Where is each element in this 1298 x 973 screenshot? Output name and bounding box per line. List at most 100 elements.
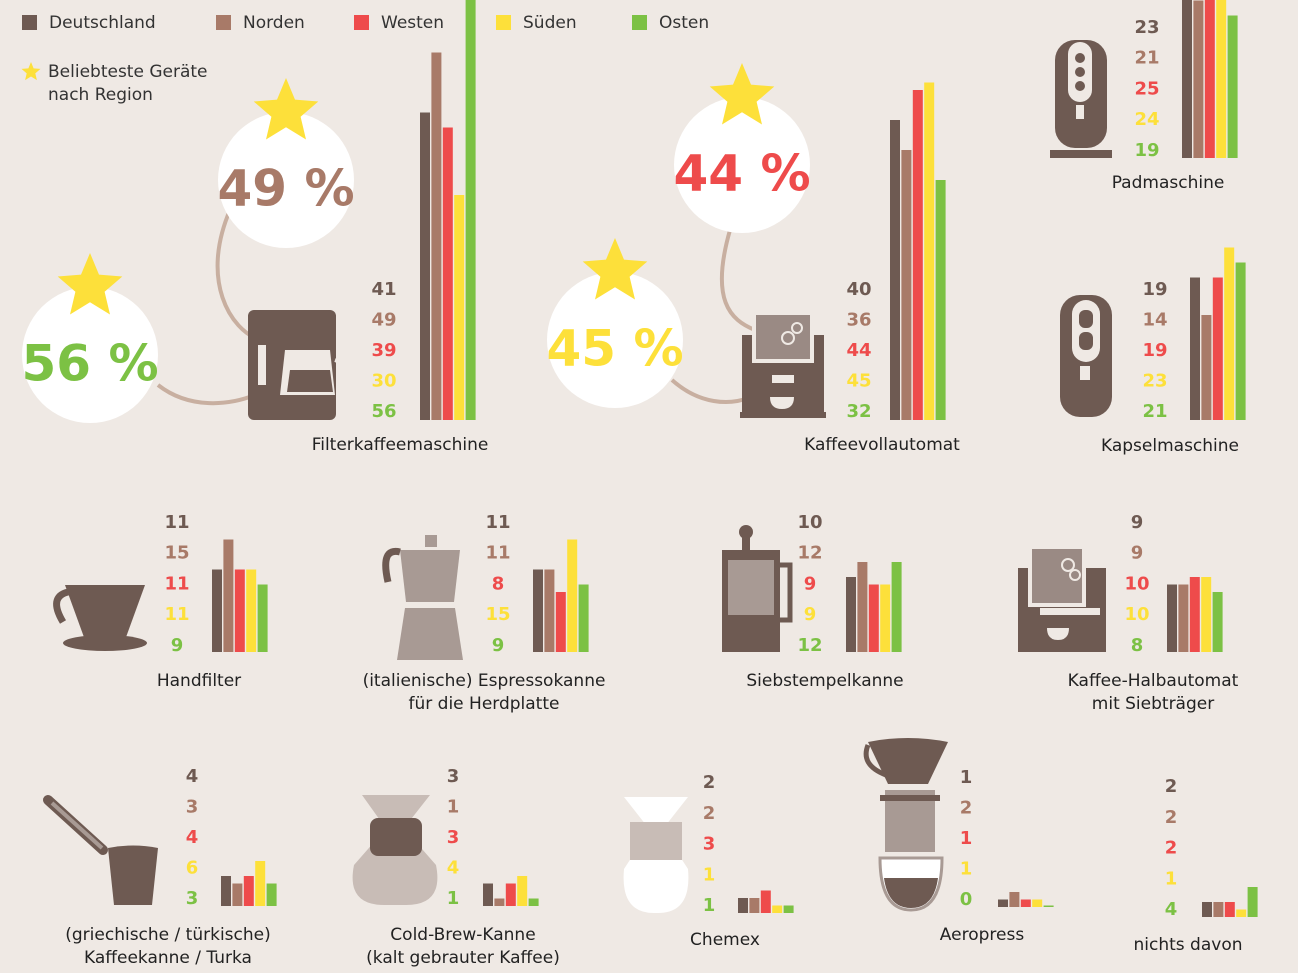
- bar: [1189, 577, 1200, 652]
- bar: [1216, 0, 1227, 158]
- highlight-circle: [218, 112, 354, 248]
- bar: [266, 883, 277, 906]
- value-label: 2: [1165, 838, 1178, 859]
- bar: [1224, 902, 1235, 917]
- bar: [1213, 902, 1224, 917]
- bar: [1182, 0, 1192, 158]
- highlight-label: 56 %: [21, 335, 158, 393]
- highlight-label: 49 %: [217, 160, 354, 218]
- value-label: 9: [1131, 543, 1144, 564]
- bar: [1201, 577, 1212, 652]
- value-label: 40: [846, 279, 871, 300]
- bar: [528, 898, 539, 906]
- bar: [912, 90, 923, 420]
- chart-title: Aeropress: [939, 925, 1025, 945]
- highlight-star: [253, 78, 319, 140]
- bar: [1202, 902, 1212, 917]
- highlight-circle: [674, 97, 810, 233]
- bar: [1212, 277, 1223, 420]
- chart-title: Cold-Brew-Kanne (kalt gebrauter Kaffee): [366, 925, 560, 968]
- value-label: 4: [186, 766, 199, 787]
- chart-title: (griechische / türkische) Kaffeekanne / …: [65, 925, 271, 968]
- legend-star: [21, 62, 41, 81]
- icon-full-automatic: [740, 311, 826, 418]
- value-label: 9: [804, 604, 817, 625]
- value-label: 3: [447, 766, 460, 787]
- chart-title: Kapselmaschine: [1100, 436, 1240, 456]
- bar: [431, 52, 442, 420]
- value-label: 12: [797, 635, 822, 656]
- bar: [494, 898, 505, 906]
- bar: [1167, 584, 1177, 652]
- value-label: 11: [485, 543, 510, 564]
- legend-note: Beliebteste Geräte nach Region: [48, 62, 208, 105]
- bar: [998, 899, 1008, 907]
- bar: [243, 876, 254, 906]
- value-label: 41: [371, 279, 396, 300]
- highlight-star: [582, 238, 648, 300]
- legend-label: Deutschland: [49, 13, 156, 33]
- bar: [749, 898, 760, 913]
- value-label: 23: [1142, 371, 1167, 392]
- bar: [255, 861, 266, 906]
- bar: [1020, 899, 1031, 907]
- value-label: 19: [1134, 140, 1159, 161]
- bar: [1193, 0, 1204, 158]
- bar: [1043, 905, 1054, 907]
- value-label: 11: [164, 573, 189, 594]
- value-label: 2: [1165, 807, 1178, 828]
- value-label: 0: [960, 889, 973, 910]
- bar: [857, 562, 868, 652]
- bar: [1032, 899, 1043, 907]
- value-label: 2: [960, 798, 973, 819]
- bar: [891, 562, 902, 652]
- icon-hand-filter: [53, 585, 147, 651]
- bar: [783, 905, 794, 913]
- value-label: 3: [703, 834, 716, 855]
- chart-title: (italienische) Espressokanne für die Her…: [362, 671, 606, 714]
- bar: [1009, 892, 1020, 907]
- value-label: 2: [703, 772, 716, 793]
- value-label: 11: [164, 512, 189, 533]
- bar: [246, 569, 257, 652]
- icon-pad-machine: [1050, 40, 1112, 158]
- bar: [1235, 262, 1246, 420]
- connector: [670, 378, 749, 404]
- highlight-circle: [22, 287, 158, 423]
- value-label: 1: [447, 797, 460, 818]
- bar: [1236, 909, 1247, 917]
- value-label: 21: [1142, 401, 1167, 422]
- legend-label: Westen: [381, 13, 444, 33]
- value-label: 1: [960, 859, 973, 880]
- legend-swatch: [496, 15, 511, 30]
- bar: [232, 883, 243, 906]
- value-label: 44: [846, 340, 871, 361]
- value-label: 19: [1142, 340, 1167, 361]
- legend-swatch: [22, 15, 37, 30]
- value-label: 25: [1134, 78, 1159, 99]
- icon-filter-machine: [248, 310, 349, 420]
- bar: [901, 150, 912, 420]
- value-label: 19: [1142, 279, 1167, 300]
- legend-swatch: [632, 15, 647, 30]
- bar: [738, 898, 748, 913]
- value-label: 10: [797, 512, 822, 533]
- bar: [212, 569, 222, 652]
- bar: [567, 539, 578, 652]
- chart-title: Siebstempelkanne: [746, 671, 904, 691]
- icon-turka: [43, 795, 158, 905]
- bar: [465, 0, 476, 420]
- chart-title: nichts davon: [1133, 935, 1243, 955]
- value-label: 32: [846, 401, 871, 422]
- bar: [578, 584, 589, 652]
- icon-cold-brew: [352, 795, 438, 905]
- value-label: 14: [1142, 310, 1167, 331]
- value-label: 1: [703, 864, 716, 885]
- value-label: 1: [1165, 868, 1178, 889]
- bar: [221, 876, 231, 906]
- value-label: 49: [371, 310, 396, 331]
- bar: [420, 112, 430, 420]
- icon-moka-pot: [382, 535, 463, 660]
- value-label: 2: [1165, 776, 1178, 797]
